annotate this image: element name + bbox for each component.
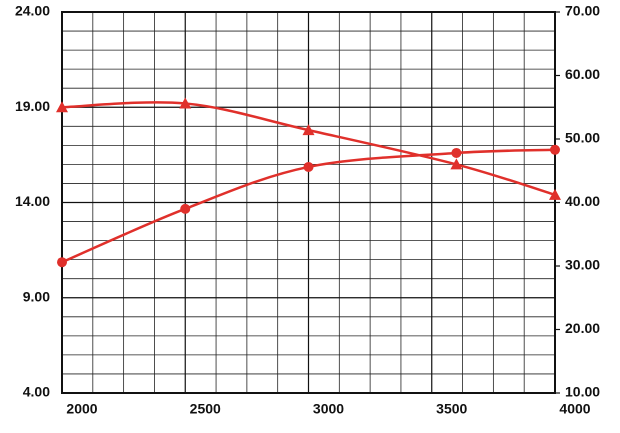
marker xyxy=(180,203,191,214)
marker xyxy=(549,188,561,200)
y2-tick-label: 50.00 xyxy=(565,130,600,146)
marker xyxy=(303,161,314,172)
x-tick-label: 2000 xyxy=(66,401,97,417)
y2-tick-label: 20.00 xyxy=(565,320,600,336)
marker xyxy=(57,257,67,268)
x-tick-label: 4000 xyxy=(559,401,590,417)
y2-tick-label: 10.00 xyxy=(565,384,600,400)
marker xyxy=(179,97,192,109)
x-tick-label: 3500 xyxy=(436,401,467,417)
y-tick-label: 14.00 xyxy=(15,193,50,209)
y2-tick-label: 30.00 xyxy=(565,257,600,273)
y2-tick-label: 40.00 xyxy=(565,193,600,209)
marker xyxy=(56,101,68,113)
x-tick-label: 2500 xyxy=(190,401,221,417)
y-tick-label: 24.00 xyxy=(15,3,50,19)
plot-frame xyxy=(61,11,556,394)
y-tick-label: 19.00 xyxy=(15,98,50,114)
y-tick-label: 9.00 xyxy=(23,288,50,304)
y2-tick-label: 60.00 xyxy=(565,66,600,82)
y2-tick-label: 70.00 xyxy=(565,3,600,19)
marker xyxy=(550,144,560,155)
y-tick-label: 4.00 xyxy=(23,384,50,400)
x-tick-label: 3000 xyxy=(313,401,344,417)
marker xyxy=(451,147,462,158)
marker xyxy=(302,124,315,136)
marker xyxy=(450,158,463,170)
